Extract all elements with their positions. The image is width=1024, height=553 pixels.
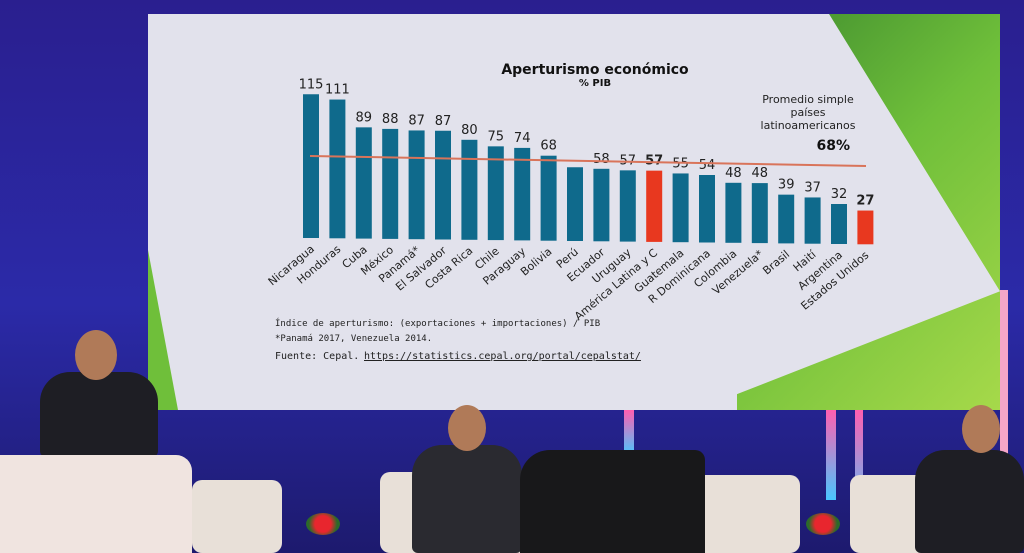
category-label-18: Brasil <box>760 248 792 278</box>
panelist-right <box>915 450 1024 553</box>
average-value: 68% <box>816 138 850 154</box>
panelist-center <box>412 445 522 553</box>
bar-4 <box>408 130 425 240</box>
value-label-0: 115 <box>299 77 324 92</box>
value-label-11: 58 <box>593 152 610 167</box>
value-label-3: 88 <box>382 112 399 127</box>
bar-19 <box>804 197 821 244</box>
camera <box>520 450 705 553</box>
bar-10 <box>567 167 583 241</box>
value-label-7: 75 <box>488 129 505 144</box>
speaker-left <box>40 372 158 457</box>
panelist-right-head <box>962 405 1000 453</box>
speaker-left-head <box>75 330 117 380</box>
average-label-2: países <box>790 106 825 119</box>
value-label-4: 87 <box>408 113 425 128</box>
average-label-3: latinoamericanos <box>761 119 856 132</box>
value-label-15: 54 <box>699 158 716 173</box>
bar-11 <box>593 168 610 242</box>
average-line <box>309 155 867 167</box>
bar-6 <box>461 139 478 240</box>
bar-14 <box>672 173 689 243</box>
bar-1 <box>329 99 346 239</box>
value-label-17: 48 <box>752 166 769 181</box>
value-label-9: 68 <box>540 139 557 154</box>
panelist-center-head <box>448 405 486 451</box>
bar-12 <box>619 170 636 242</box>
value-label-19: 37 <box>804 180 821 195</box>
bar-16 <box>725 182 742 243</box>
bar-20 <box>831 204 847 244</box>
value-label-21: 27 <box>856 194 874 209</box>
stage-light <box>624 410 634 455</box>
value-label-16: 48 <box>725 166 742 181</box>
bar-21 <box>857 210 874 245</box>
source-link[interactable]: https://statistics.cepal.org/portal/cepa… <box>364 351 641 362</box>
source-prefix: Fuente: Cepal. <box>275 351 359 362</box>
stage-light <box>826 410 836 500</box>
value-label-1: 111 <box>325 83 350 98</box>
flower-arrangement <box>306 513 340 535</box>
value-label-13: 57 <box>645 154 663 169</box>
value-label-20: 32 <box>831 187 848 202</box>
bar-15 <box>699 175 715 243</box>
value-label-8: 74 <box>514 131 531 146</box>
chart-subtitle: % PIB <box>579 78 611 89</box>
value-label-5: 87 <box>435 114 452 129</box>
flower-arrangement <box>806 513 840 535</box>
bar-17 <box>751 183 768 244</box>
stage-light <box>855 410 863 520</box>
bar-7 <box>487 146 504 241</box>
bar-9 <box>540 155 557 241</box>
armchair <box>690 475 800 553</box>
average-label-1: Promedio simple <box>762 93 854 106</box>
note-years: *Panamá 2017, Venezuela 2014. <box>275 334 432 344</box>
armchair <box>192 480 282 553</box>
value-label-2: 89 <box>356 110 373 125</box>
bar-8 <box>514 147 531 241</box>
podium <box>0 455 192 553</box>
bar-2 <box>355 127 372 239</box>
value-label-6: 80 <box>461 123 478 138</box>
stage-light <box>1000 290 1008 490</box>
bar-13 <box>646 170 663 242</box>
bar-0 <box>303 94 319 238</box>
chart: Aperturismo económico % PIB 115Nicaragua… <box>266 62 875 362</box>
chart-title: Aperturismo económico <box>501 62 689 78</box>
bar-18 <box>778 194 795 244</box>
bar-3 <box>382 128 399 239</box>
value-label-18: 39 <box>778 178 795 193</box>
bar-5 <box>435 130 451 240</box>
note-index: Índice de aperturismo: (exportaciones + … <box>275 317 600 329</box>
value-label-14: 55 <box>672 156 689 171</box>
